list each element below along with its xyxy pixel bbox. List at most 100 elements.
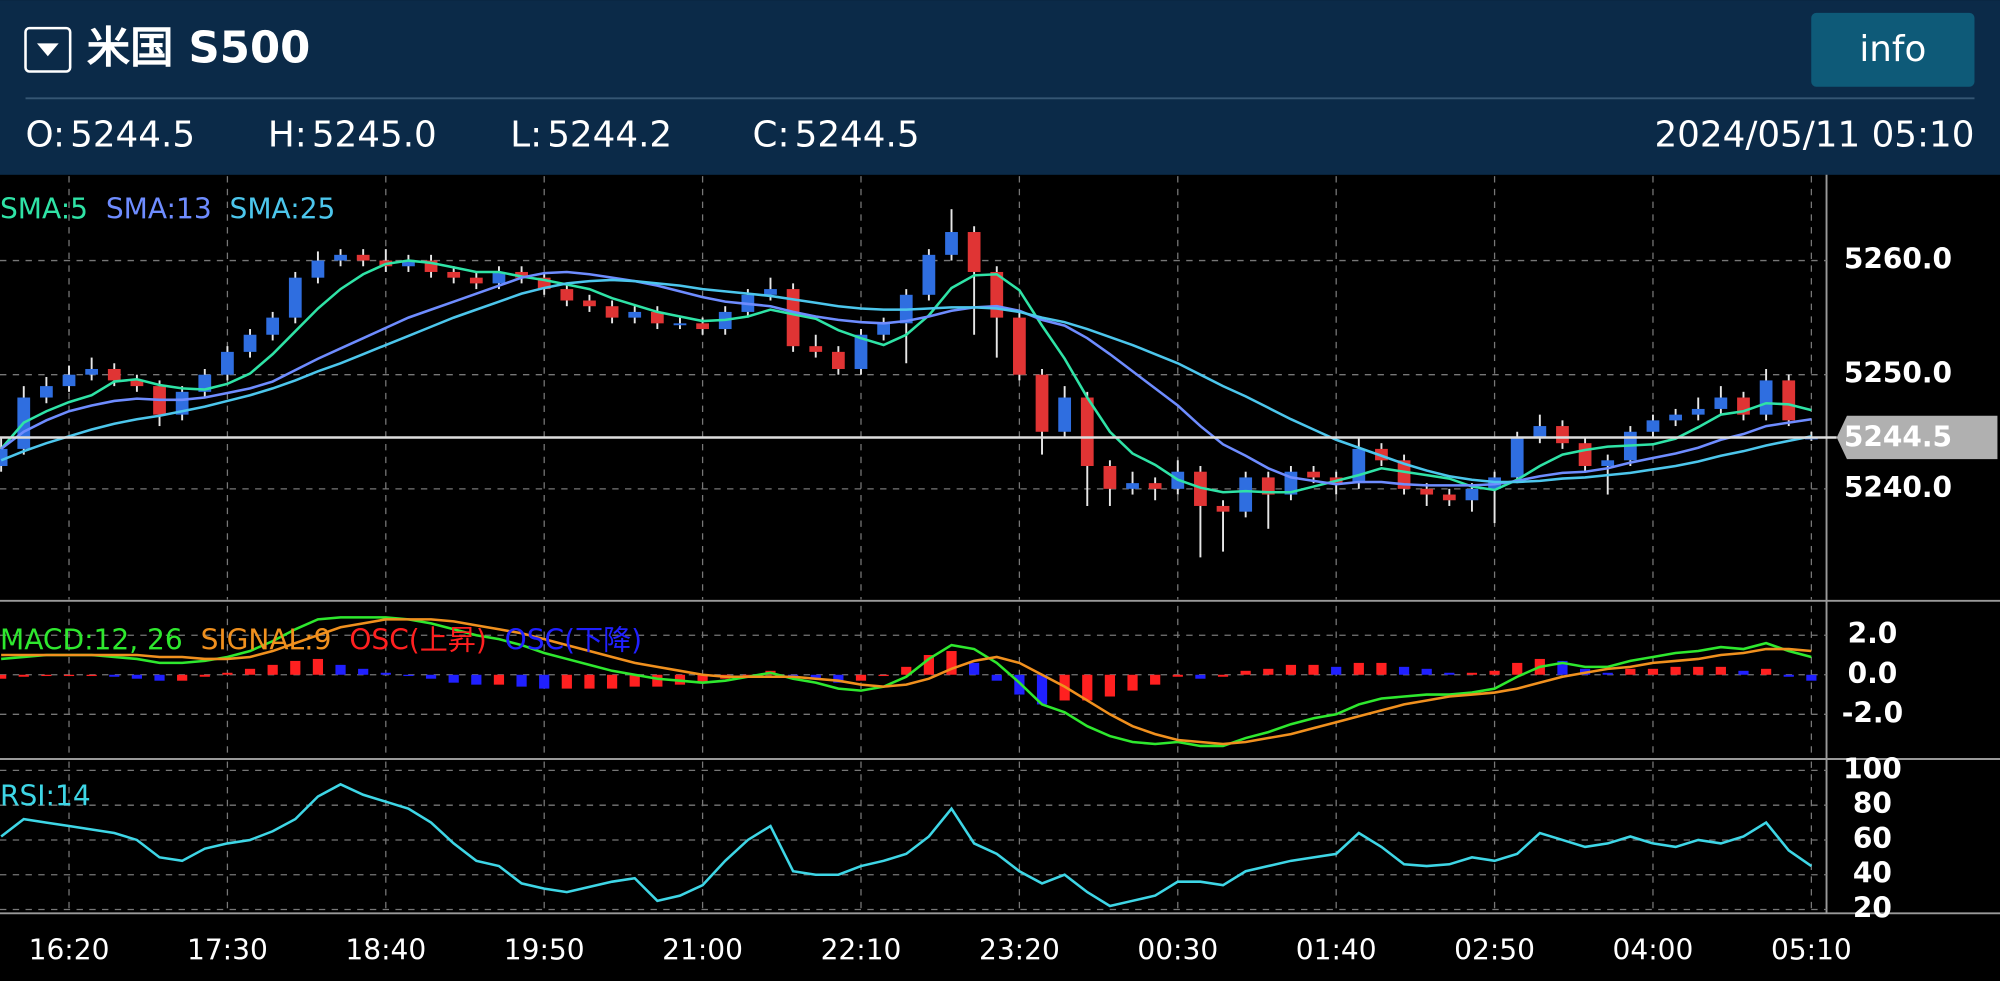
x-tick-label: 16:20 — [29, 934, 110, 967]
legend-entry: OSC(下降) — [505, 624, 642, 657]
osc-bar — [516, 674, 527, 687]
candle-body — [469, 277, 483, 284]
candle-body — [1578, 443, 1592, 467]
dropdown[interactable] — [24, 26, 72, 73]
candle-body — [809, 346, 823, 352]
osc-bar — [335, 664, 346, 675]
osc-bar — [0, 674, 7, 679]
candle-body — [175, 391, 189, 415]
osc-bar — [1647, 668, 1659, 675]
candle-body — [1035, 374, 1049, 432]
info-button-bg — [1811, 12, 1975, 87]
osc-bar — [1263, 668, 1274, 675]
candle-body — [1465, 488, 1479, 501]
candle-body — [0, 448, 8, 467]
candle-body — [1782, 380, 1796, 421]
candle-body — [40, 386, 53, 398]
candle-body — [945, 232, 958, 255]
osc-bar — [878, 674, 889, 677]
osc-bar — [1104, 674, 1116, 697]
osc-bar — [244, 668, 256, 675]
quote-label: C: — [753, 115, 790, 156]
osc-bar — [267, 664, 278, 675]
y-tick-label: 0.0 — [1848, 657, 1898, 690]
candle-body — [1691, 408, 1705, 415]
osc-bar — [1240, 670, 1251, 675]
indicator-line — [1, 616, 1812, 748]
candle-body — [877, 323, 891, 335]
info-button-label: info — [1859, 29, 1926, 70]
osc-bar — [1783, 674, 1794, 677]
candle-body — [311, 260, 325, 278]
osc-bar — [1376, 662, 1387, 675]
candle-body — [356, 254, 370, 261]
osc-bar — [1331, 666, 1342, 675]
osc-bar — [1557, 660, 1568, 675]
osc-bar — [1285, 664, 1297, 675]
x-tick-label: 00:30 — [1137, 934, 1218, 967]
x-tick-label: 23:20 — [979, 934, 1060, 967]
candle-body — [1126, 483, 1139, 489]
x-tick-label: 01:40 — [1296, 934, 1377, 967]
info-button[interactable]: info — [1811, 12, 1975, 87]
candle-body — [1239, 477, 1253, 512]
osc-bar — [86, 674, 97, 677]
x-tick-label: 21:00 — [662, 934, 743, 967]
symbol-title: 米国 S500 — [87, 24, 311, 74]
osc-bar — [1715, 666, 1726, 675]
candle-body — [266, 317, 280, 335]
osc-bar — [1489, 670, 1500, 675]
legend-entry: SMA:13 — [106, 193, 212, 226]
candle-body — [967, 232, 981, 272]
quote-value: 5245.0 — [312, 115, 437, 156]
candle-body — [1714, 397, 1728, 409]
osc-bar — [1127, 674, 1138, 691]
osc-bar — [606, 674, 618, 689]
legend-entry: RSI:14 — [0, 779, 91, 812]
osc-bar — [901, 666, 912, 675]
osc-bar — [1308, 664, 1319, 675]
y-tick-label: 100 — [1843, 752, 1902, 785]
osc-bar — [629, 674, 640, 687]
candle-body — [447, 271, 461, 278]
osc-bar — [1150, 674, 1161, 685]
quote-label: H: — [268, 115, 307, 156]
osc-bar — [358, 668, 369, 675]
candle-body — [1442, 494, 1456, 501]
x-tick-label: 19:50 — [504, 934, 585, 967]
legend-entry: MACD:12, 26 — [0, 624, 183, 657]
osc-bar — [1082, 674, 1093, 701]
osc-bar — [1217, 674, 1229, 677]
candle-body — [107, 368, 121, 381]
candle-body — [1261, 477, 1275, 495]
indicator-line — [0, 782, 1813, 908]
candle-body — [605, 306, 619, 318]
osc-bar — [1036, 674, 1048, 705]
osc-bar — [1421, 668, 1432, 675]
header-bar — [0, 0, 2000, 175]
candle-body — [1510, 437, 1524, 478]
last-price-tag — [1836, 415, 1998, 460]
osc-bar — [1444, 672, 1455, 675]
candle-body — [831, 351, 845, 369]
candle-body — [1080, 397, 1094, 467]
candle-body — [85, 368, 99, 375]
osc-bar — [1014, 674, 1025, 695]
osc-bar — [810, 674, 821, 679]
legend-entry: SMA:25 — [230, 193, 336, 226]
candle-body — [1352, 448, 1366, 484]
osc-bar — [1806, 674, 1817, 681]
osc-bar — [969, 662, 980, 675]
osc-bar — [1602, 672, 1613, 675]
osc-bar — [109, 674, 120, 677]
candle-body — [1307, 471, 1320, 478]
candle-body — [628, 311, 642, 318]
quote-value: 5244.5 — [795, 115, 920, 156]
osc-bar — [131, 674, 143, 679]
candle-body — [402, 260, 415, 267]
osc-bar — [154, 674, 165, 681]
osc-bar — [199, 674, 210, 677]
osc-bar — [1693, 666, 1704, 675]
